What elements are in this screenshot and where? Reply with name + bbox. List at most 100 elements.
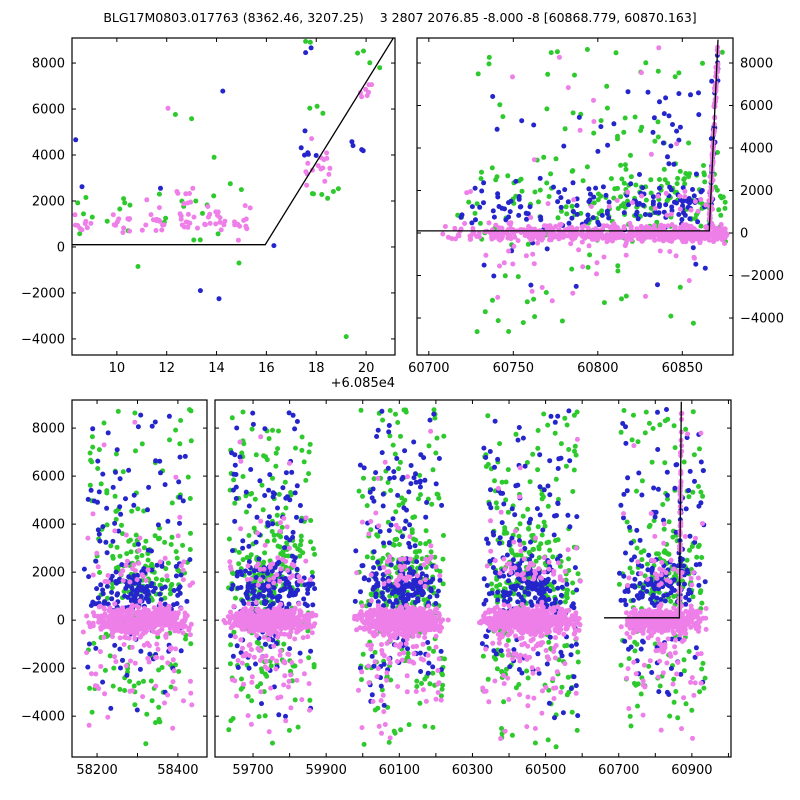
data-point (512, 552, 518, 558)
data-point (279, 561, 285, 567)
data-point (605, 238, 611, 244)
data-point (697, 689, 703, 695)
data-point (504, 590, 510, 596)
data-point (394, 536, 400, 542)
data-point (553, 744, 559, 750)
data-point (403, 518, 409, 524)
data-point (372, 649, 378, 655)
data-point (532, 189, 538, 195)
data-point (165, 560, 171, 566)
data-point (407, 522, 413, 528)
data-point (524, 668, 530, 674)
data-point (501, 501, 507, 507)
series-magenta (80, 419, 196, 731)
data-point (552, 419, 558, 425)
data-point (515, 238, 521, 244)
data-point (353, 548, 359, 554)
data-point (148, 623, 154, 629)
data-point (564, 211, 570, 217)
data-point (271, 627, 277, 633)
data-point (491, 273, 497, 279)
y-tick-label: −4000 (21, 710, 65, 725)
data-point (153, 607, 159, 613)
data-point (266, 588, 272, 594)
data-point (621, 408, 627, 413)
data-point (668, 666, 674, 671)
data-point (95, 527, 101, 533)
data-point (227, 616, 233, 622)
data-point (113, 569, 119, 575)
data-point (627, 220, 633, 226)
data-point (535, 240, 541, 246)
data-point (278, 534, 284, 540)
y-tick-label: 4000 (32, 518, 65, 533)
data-point (499, 652, 505, 658)
data-point (163, 215, 169, 221)
data-point (187, 632, 193, 638)
data-point (253, 539, 259, 545)
data-point (259, 701, 264, 707)
data-point (262, 641, 268, 647)
data-point (286, 410, 292, 416)
data-point (499, 479, 505, 485)
data-point (610, 231, 616, 237)
data-point (113, 469, 118, 475)
data-point (572, 565, 578, 571)
data-point (532, 740, 538, 746)
data-point (678, 671, 684, 677)
data-point (116, 578, 121, 584)
data-point (439, 686, 445, 692)
data-point (266, 609, 272, 614)
data-point (75, 223, 81, 228)
data-point (411, 475, 417, 481)
data-point (378, 683, 384, 689)
data-point (534, 506, 540, 512)
data-point (294, 483, 300, 489)
data-point (145, 557, 151, 563)
data-point (149, 698, 155, 704)
data-point (185, 474, 191, 480)
data-point (367, 489, 373, 495)
x-tick-label: 18 (308, 361, 325, 376)
data-point (560, 234, 566, 240)
data-point (526, 526, 531, 531)
data-point (627, 524, 632, 530)
data-point (586, 186, 592, 192)
data-point (174, 555, 180, 561)
data-point (288, 668, 293, 674)
x-axis-offset-label: +6.085e4 (331, 376, 395, 391)
data-point (515, 274, 521, 280)
x-tick-label: 20 (358, 361, 375, 376)
data-point (237, 612, 243, 618)
data-point (668, 590, 674, 596)
data-point (146, 610, 152, 616)
data-point (324, 150, 330, 156)
data-point (373, 576, 379, 582)
data-point (686, 196, 692, 201)
data-point (157, 719, 163, 725)
data-point (381, 540, 386, 546)
data-point (494, 174, 500, 180)
data-point (259, 482, 265, 488)
data-point (246, 559, 252, 565)
data-point (440, 672, 445, 678)
data-point (632, 576, 638, 582)
data-point (100, 591, 106, 597)
data-point (544, 661, 550, 667)
data-point (650, 194, 656, 200)
data-point (699, 600, 705, 606)
data-point (661, 223, 667, 229)
data-point (164, 631, 169, 637)
data-point (639, 557, 645, 563)
data-point (533, 558, 539, 564)
data-point (191, 237, 197, 243)
data-point (430, 664, 436, 670)
data-point (656, 689, 662, 695)
data-point (495, 294, 501, 300)
data-point (424, 500, 430, 505)
data-point (565, 199, 571, 205)
y-tick-label: −2000 (740, 269, 784, 284)
data-point (655, 193, 661, 199)
data-point (183, 191, 189, 197)
data-point (690, 320, 696, 326)
